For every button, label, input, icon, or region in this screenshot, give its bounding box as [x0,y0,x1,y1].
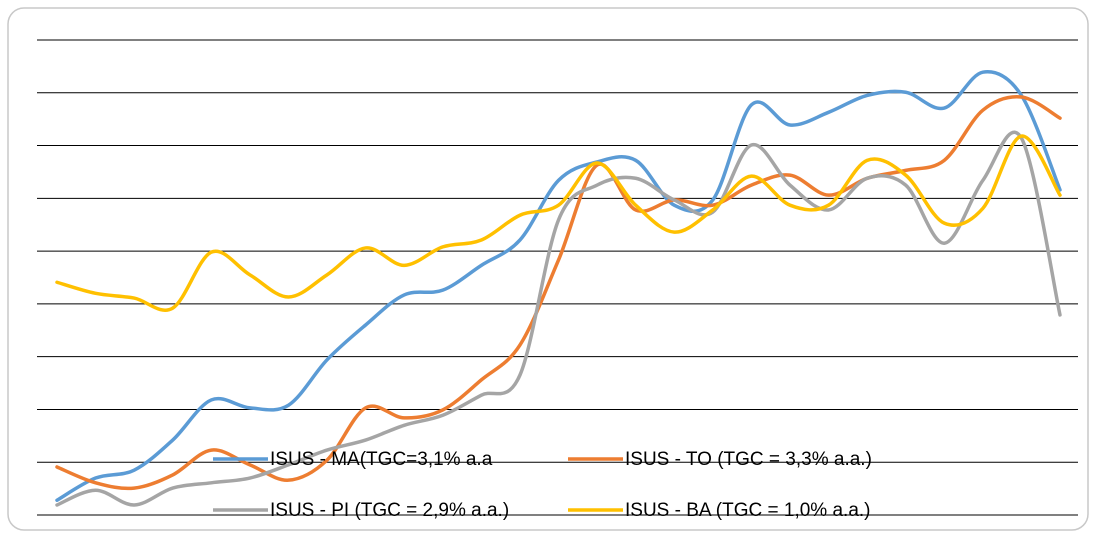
legend-label: ISUS - PI (TGC = 2,9% a.a.) [270,500,509,521]
series-line [55,70,1062,502]
legend-label: ISUS - BA (TGC = 1,0% a.a.) [625,500,871,521]
series-line [55,134,1062,312]
legend-label: ISUS - MA(TGC=3,1% a.a [270,449,493,470]
chart-frame [7,7,1089,531]
series-line [55,95,1062,491]
series-line [55,130,1062,507]
legend-label: ISUS - TO (TGC = 3,3% a.a.) [625,449,872,470]
